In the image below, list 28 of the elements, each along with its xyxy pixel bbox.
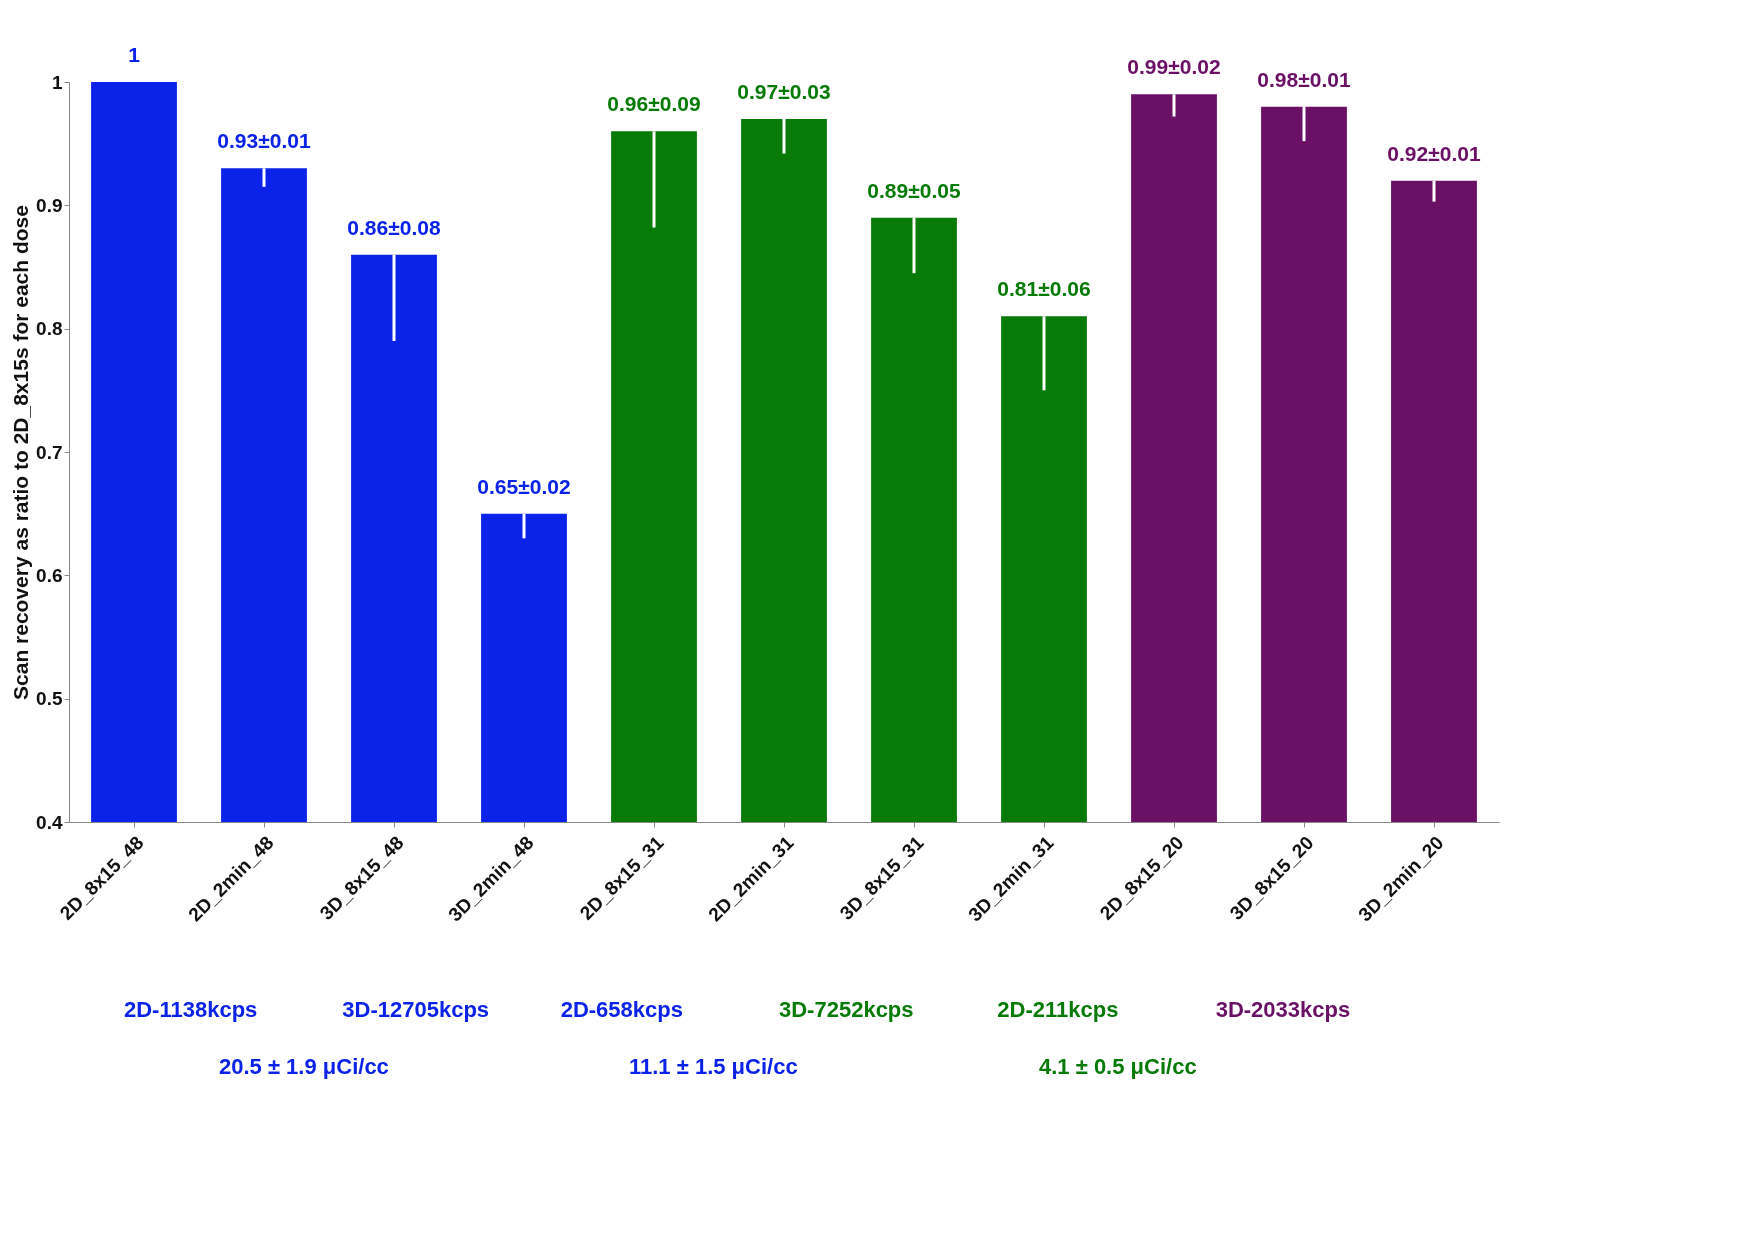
data-label: 0.92±0.01 bbox=[1387, 141, 1481, 165]
data-label: 1 bbox=[128, 43, 141, 66]
y-tick-label: 0.4 bbox=[36, 811, 63, 833]
text: 4.1 ± 0.5 μCi/cc bbox=[1039, 1054, 1197, 1079]
data-label: 0.89±0.05 bbox=[867, 178, 961, 202]
data-label: 0.97±0.03 bbox=[737, 80, 831, 103]
y-tick-label: 0.6 bbox=[36, 564, 63, 586]
data-label: 0.99±0.02 bbox=[1127, 55, 1221, 79]
text: 3D-2033kcps bbox=[1215, 997, 1351, 1022]
y-tick-label: 0.5 bbox=[36, 688, 63, 710]
text: 2D-211kcps bbox=[997, 997, 1119, 1022]
data-label: 0.96±0.09 bbox=[607, 92, 701, 116]
text: 20.5 ± 1.9 μCi/cc bbox=[219, 1054, 389, 1079]
text: 3D-12705kcps bbox=[342, 997, 490, 1022]
data-label: 0.93±0.01 bbox=[217, 129, 311, 153]
text: 2D-1138kcps bbox=[124, 997, 258, 1022]
text: 2D-658kcps bbox=[560, 997, 683, 1022]
data-label: 0.98±0.01 bbox=[1257, 67, 1351, 91]
data-label: 0.86±0.08 bbox=[347, 215, 441, 239]
data-label: 0.65±0.02 bbox=[477, 474, 571, 498]
data-label: 0.81±0.06 bbox=[997, 277, 1091, 301]
y-tick-label: 0.9 bbox=[36, 194, 63, 216]
y-tick-label: 1 bbox=[51, 71, 63, 93]
text: 3D-7252kcps bbox=[779, 997, 914, 1022]
text: 11.1 ± 1.5 μCi/cc bbox=[629, 1054, 798, 1079]
y-axis-title: Scan recovery as ratio to 2D_8x15s for each dose bbox=[9, 205, 33, 700]
y-tick-label: 0.7 bbox=[36, 441, 63, 463]
y-tick-label: 0.8 bbox=[36, 318, 63, 340]
